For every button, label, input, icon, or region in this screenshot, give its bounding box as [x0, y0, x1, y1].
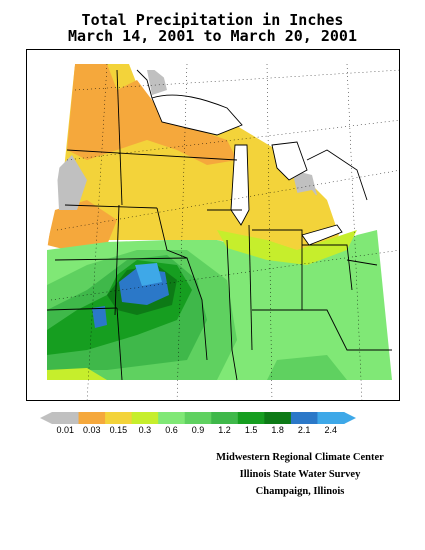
coastlines — [136, 69, 368, 246]
legend-over-arrow — [344, 412, 356, 424]
legend-tick-label: 0.9 — [191, 425, 205, 435]
legend-swatch — [290, 412, 318, 424]
legend-swatch — [264, 412, 292, 424]
precipitation-map — [26, 49, 400, 401]
map-date-range: March 14, 2001 to March 20, 2001 — [68, 27, 357, 45]
legend-colorbar — [40, 412, 356, 424]
legend-tick-label: 1.5 — [244, 425, 258, 435]
precip-zone-orange-north — [67, 64, 237, 165]
lake-huron — [272, 142, 307, 180]
legend-swatch — [105, 412, 133, 424]
legend-swatch — [131, 412, 159, 424]
map-title: Total Precipitation in Inches — [81, 11, 344, 29]
legend-swatch — [237, 412, 265, 424]
legend-swatch — [184, 412, 212, 424]
domain-mask-top — [27, 50, 399, 64]
legend-swatch — [317, 412, 345, 424]
map-canvas — [27, 50, 399, 400]
credit-location: Champaign, Illinois — [255, 486, 345, 497]
precip-zone-light-blue — [135, 263, 162, 286]
legend-tick-label: 1.2 — [218, 425, 231, 435]
precip-zone-gray-north — [147, 70, 167, 95]
legend-tick-label: 0.01 — [56, 425, 75, 435]
ontario-lime — [287, 190, 327, 225]
canada-region — [129, 64, 399, 225]
precip-zone-gray-nw — [57, 155, 87, 210]
legend-tick-label: 2.4 — [324, 425, 337, 435]
legend-swatch — [78, 412, 106, 424]
precip-zone-south-lime — [47, 368, 107, 380]
legend-tick-label: 1.8 — [271, 425, 284, 435]
lake-superior — [152, 95, 242, 135]
legend-under-arrow — [40, 412, 52, 424]
precip-zone-blue-sw — [92, 306, 107, 328]
lake-michigan — [231, 145, 249, 225]
credit-center: Midwestern Regional Climate Center — [216, 452, 384, 463]
credit-survey: Illinois State Water Survey — [239, 469, 361, 480]
legend-tick-label: 0.15 — [109, 425, 128, 435]
legend-swatch — [158, 412, 186, 424]
legend-tick-label: 2.1 — [297, 425, 311, 435]
legend-swatch — [52, 412, 80, 424]
graticule — [50, 63, 399, 400]
legend-swatch — [211, 412, 239, 424]
legend-tick-label: 0.3 — [138, 425, 152, 435]
lake-erie — [302, 225, 342, 245]
state-boundaries — [46, 69, 392, 381]
precip-zone-south-green — [267, 355, 347, 380]
domain-mask-left — [27, 50, 75, 400]
precip-fields — [47, 64, 399, 380]
precip-zone-lime — [217, 230, 357, 265]
precip-zone-orange-west — [47, 200, 117, 250]
legend-tick-label: 0.6 — [165, 425, 178, 435]
legend-tick-label: 0.03 — [83, 425, 101, 435]
